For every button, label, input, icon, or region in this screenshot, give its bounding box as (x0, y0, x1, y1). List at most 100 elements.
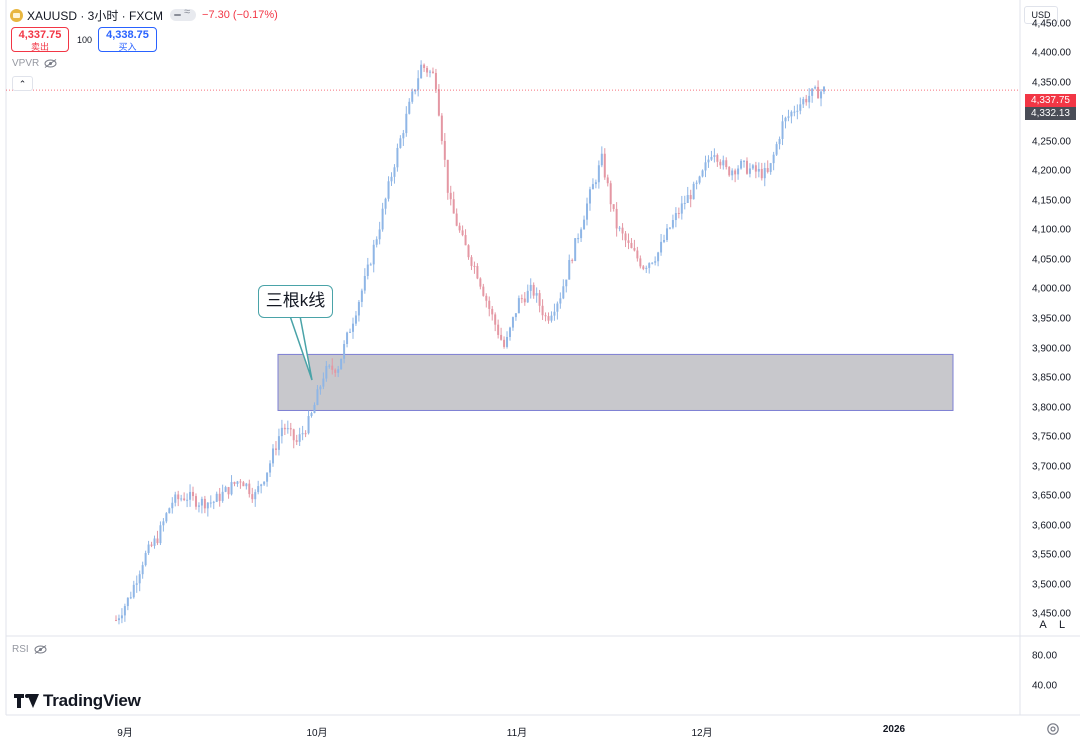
candle-body (802, 98, 805, 105)
candle-body (242, 482, 245, 487)
tradingview-logo[interactable]: TradingView (14, 691, 141, 711)
candle-body (461, 230, 464, 236)
time-axis-label: 11月 (506, 728, 528, 739)
candle-body (390, 176, 393, 182)
candle-body (476, 266, 479, 279)
sell-button[interactable]: 4,337.75 卖出 (11, 27, 69, 52)
candle-body (227, 487, 230, 495)
candle-body (431, 71, 434, 73)
candle-body (455, 213, 458, 226)
candle-body (728, 167, 731, 176)
candle-body (192, 491, 195, 497)
candle-body (372, 244, 375, 265)
candle-body (340, 358, 343, 370)
candle-body (396, 147, 399, 168)
eye-hidden-icon[interactable] (34, 645, 47, 654)
candle-body (387, 181, 390, 199)
support-zone-rectangle[interactable] (277, 353, 954, 411)
gear-icon[interactable] (1046, 722, 1060, 736)
candle-body (405, 113, 408, 134)
candle-body (722, 160, 725, 166)
candle-body (316, 389, 319, 405)
log-scale-button[interactable]: L (1058, 619, 1066, 631)
candle-body (511, 317, 514, 328)
candle-body (485, 295, 488, 301)
brand-name: TradingView (43, 691, 141, 710)
currency-selector[interactable]: USD (1024, 6, 1058, 24)
price-axis-label: 4,250.00 (1032, 136, 1071, 148)
candle-body (725, 160, 728, 168)
symbol-header[interactable]: XAUUSD · 3小时 · FXCM ≈ −7.30 (−0.17%) (10, 6, 278, 23)
candle-body (651, 262, 654, 264)
candle-body (520, 298, 523, 300)
candle-body (535, 293, 538, 296)
candle-body (257, 486, 260, 493)
candle-body (307, 416, 310, 434)
candle-body (206, 502, 209, 509)
candle-body (624, 233, 627, 241)
candle-body (126, 597, 129, 607)
candle-body (138, 574, 141, 584)
buy-button[interactable]: 4,338.75 买入 (98, 27, 157, 52)
candle-body (343, 344, 346, 359)
candle-body (354, 315, 357, 324)
candle-body (645, 267, 648, 269)
candle-body (500, 334, 503, 340)
candle-body (180, 498, 183, 500)
candle-body (621, 227, 624, 234)
candle-body (132, 584, 135, 598)
candle-body (266, 472, 269, 482)
candle-body (129, 597, 132, 599)
callout-annotation[interactable]: 三根k线 (258, 285, 333, 318)
price-axis-label: 3,900.00 (1032, 343, 1071, 354)
candle-body (325, 365, 328, 379)
market-status-icon[interactable]: ≈ (170, 6, 197, 21)
candle-body (754, 165, 757, 172)
candle-body (612, 204, 615, 209)
rsi-indicator[interactable]: RSI (12, 644, 47, 655)
candle-body (740, 160, 743, 169)
candle-body (159, 525, 162, 544)
auto-scale-button[interactable]: A (1039, 619, 1047, 631)
candle-body (117, 618, 120, 621)
price-axis-label: 4,150.00 (1032, 195, 1071, 207)
candle-body (594, 182, 597, 185)
candle-body (600, 153, 603, 166)
candle-body (239, 481, 242, 483)
candle-body (811, 88, 814, 96)
candle-body (423, 64, 426, 68)
candle-body (719, 161, 722, 166)
candle-body (156, 538, 159, 544)
candle-body (162, 521, 165, 526)
candle-body (280, 427, 283, 437)
candle-body (298, 434, 301, 442)
candle-body (568, 259, 571, 280)
candle-body (737, 168, 740, 175)
candle-body (781, 121, 784, 139)
candle-body (704, 162, 707, 171)
candle-body (506, 336, 509, 347)
candle-body (286, 428, 289, 430)
sell-price: 4,337.75 (18, 29, 62, 41)
candle-body (274, 448, 277, 450)
buy-price: 4,338.75 (106, 29, 149, 41)
collapse-legend-button[interactable]: ⌃ (12, 76, 33, 91)
candle-body (331, 365, 334, 370)
candle-body (606, 177, 609, 184)
candle-body (514, 313, 517, 318)
eye-hidden-icon[interactable] (44, 59, 57, 68)
candle-body (147, 544, 150, 554)
candle-body (639, 258, 642, 267)
candle-body (467, 245, 470, 258)
candle-body (526, 290, 529, 303)
candle-body (411, 91, 414, 102)
symbol-title[interactable]: XAUUSD · 3小时 · FXCM (27, 8, 164, 23)
price-axis-label: 3,950.00 (1032, 313, 1071, 325)
candle-body (668, 227, 671, 229)
candle-body (565, 279, 568, 287)
vpvr-indicator[interactable]: VPVR (12, 58, 57, 69)
price-axis-label: 3,750.00 (1032, 431, 1071, 443)
candle-body (458, 225, 461, 231)
candle-body (123, 606, 126, 616)
